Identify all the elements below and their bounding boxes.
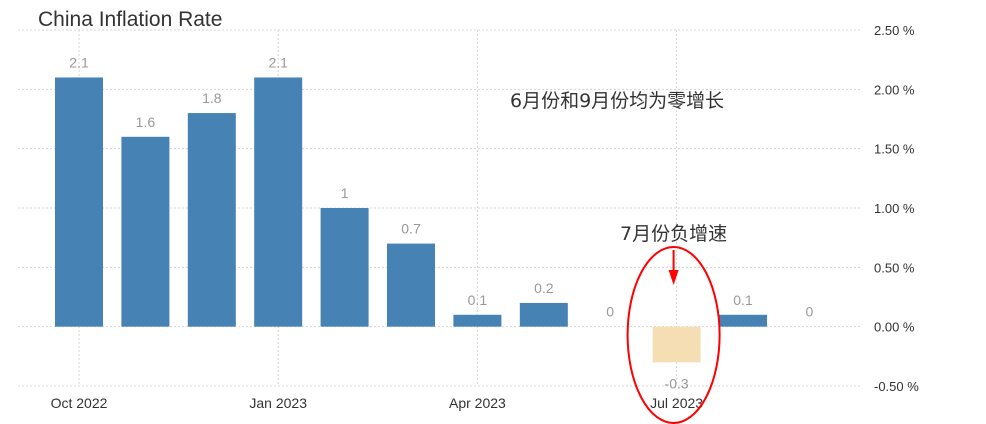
bar-value-label: 2.1 [69, 54, 89, 70]
bar [254, 77, 303, 327]
bar-value-label: 2.1 [268, 54, 288, 70]
chart-title: China Inflation Rate [38, 8, 223, 31]
y-tick-label: 1.50 % [874, 142, 915, 157]
bar [719, 314, 767, 327]
bar-value-label: 0.2 [534, 280, 554, 296]
bar-value-label: 0 [806, 304, 814, 320]
bar [387, 243, 435, 327]
bar [652, 326, 701, 363]
bar-value-label: 1.6 [136, 114, 156, 130]
bar [187, 113, 236, 327]
bar-value-label: -0.3 [665, 375, 689, 391]
y-tick-label: 1.00 % [874, 201, 915, 216]
bar [519, 302, 568, 327]
bar-value-label: 0.7 [401, 221, 421, 237]
bar [121, 136, 170, 327]
y-tick-label: 2.00 % [874, 82, 915, 97]
annotation-zero-growth: 6月份和9月份均为零增长 [510, 90, 725, 112]
x-tick-label: Apr 2023 [449, 395, 506, 411]
annotation-negative-growth: 7月份负增速 [620, 223, 728, 245]
x-tick-label: Oct 2022 [51, 395, 108, 411]
y-tick-label: 0.50 % [874, 260, 915, 275]
x-tick-label: Jul 2023 [650, 395, 703, 411]
bar-value-label: 0.1 [468, 292, 488, 308]
bar-value-label: 1.8 [202, 90, 222, 106]
y-tick-label: 2.50 % [874, 23, 915, 38]
y-tick-label: 0.00 % [874, 320, 915, 335]
highlight-ellipse [626, 246, 721, 424]
bar-value-label: 1 [341, 185, 349, 201]
bar [320, 208, 369, 327]
bar [453, 314, 502, 327]
bar-value-label: 0 [606, 304, 614, 320]
bar [55, 77, 103, 327]
arrow-head-icon [668, 270, 679, 285]
y-tick-label: -0.50 % [874, 379, 919, 394]
x-tick-label: Jan 2023 [249, 395, 307, 411]
bar-value-label: 0.1 [733, 292, 753, 308]
